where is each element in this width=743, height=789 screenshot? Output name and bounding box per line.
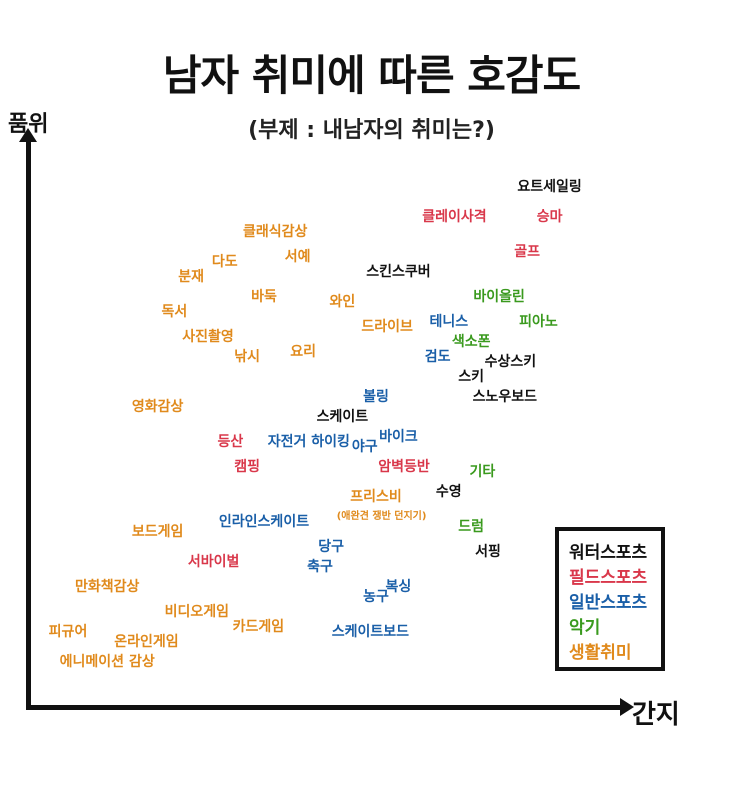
data-point-label: 프리스비 (350, 489, 402, 505)
data-point-label: 수상스키 (484, 354, 537, 370)
data-point-label: 클래식감상 (242, 224, 308, 240)
data-point-label: 색소폰 (451, 334, 491, 350)
data-point-label: 에니메이션 감상 (59, 654, 155, 670)
data-point-label: 분재 (178, 269, 205, 285)
data-point-label: 비디오게임 (164, 604, 229, 620)
data-point-label: 암벽등반 (378, 459, 430, 475)
data-point-label: 요트세일링 (517, 179, 582, 195)
data-point-label: 스케이트 (316, 409, 369, 425)
x-axis-line (26, 705, 624, 710)
data-point-label: (애완견 쟁반 던지기) (336, 511, 427, 522)
chart-subtitle: (부제 : 내남자의 취미는?) (248, 118, 495, 143)
data-point-label: 바이크 (379, 429, 418, 445)
data-point-label: 검도 (424, 349, 451, 365)
data-point-label: 사진촬영 (182, 329, 234, 345)
data-point-label: 만화책감상 (74, 579, 140, 595)
data-point-label: 스케이트보드 (331, 624, 410, 640)
data-point-label: 스키 (458, 369, 485, 385)
data-point-label: 드라이브 (361, 319, 413, 335)
data-point-label: 등산 (217, 434, 244, 450)
data-point-label: 바이올린 (473, 289, 525, 305)
y-axis-line (26, 140, 31, 710)
data-point-label: 독서 (161, 304, 188, 320)
legend-item-water-sports: 워터스포츠 (569, 543, 648, 563)
data-point-label: 바둑 (251, 289, 277, 305)
data-point-label: 서예 (284, 249, 311, 265)
data-point-label: 테니스 (429, 314, 469, 330)
data-point-label: 자전거 하이킹 (267, 434, 350, 450)
legend-item-field-sports: 필드스포츠 (569, 568, 648, 588)
data-point-label: 축구 (307, 559, 333, 575)
data-point-label: 인라인스케이트 (218, 514, 310, 530)
data-point-label: 낚시 (234, 349, 261, 365)
data-point-label: 기타 (469, 464, 496, 480)
chart-title: 남자 취미에 따른 호감도 (162, 51, 581, 100)
data-point-label: 서바이벌 (187, 554, 240, 570)
data-point-label: 수영 (435, 484, 462, 500)
data-point-label: 스노우보드 (472, 389, 537, 405)
data-point-label: 영화감상 (131, 399, 184, 415)
data-point-label: 요리 (290, 344, 317, 360)
legend-item-lifestyle-hobbies: 생활취미 (569, 643, 632, 663)
data-point-label: 야구 (351, 439, 378, 455)
data-point-label: 스킨스쿠버 (366, 264, 431, 280)
data-point-label: 승마 (536, 209, 563, 225)
data-point-label: 카드게임 (232, 619, 285, 635)
data-point-label: 온라인게임 (114, 634, 179, 650)
x-axis-arrow (620, 698, 634, 716)
data-point-label: 드럼 (458, 519, 485, 535)
data-point-label: 피아노 (519, 314, 558, 330)
y-axis-arrow (19, 128, 37, 142)
data-point-label: 서핑 (475, 544, 501, 560)
data-point-label: 피규어 (48, 624, 88, 640)
legend-item-instruments: 악기 (569, 618, 601, 638)
data-point-label: 다도 (211, 254, 238, 270)
data-point-label: 골프 (514, 244, 541, 260)
x-axis-label: 간지 (632, 700, 680, 730)
data-point-label: 캠핑 (234, 459, 261, 475)
data-point-label: 클레이사격 (422, 209, 487, 225)
data-point-label: 볼링 (363, 389, 389, 405)
legend: 워터스포츠 필드스포츠 일반스포츠 악기 생활취미 (555, 527, 665, 671)
data-point-label: 보드게임 (131, 524, 184, 540)
data-point-label: 와인 (329, 294, 356, 310)
data-point-label: 복싱 (385, 579, 412, 595)
legend-item-general-sports: 일반스포츠 (569, 593, 648, 613)
data-point-label: 농구 (363, 589, 389, 605)
data-point-label: 당구 (318, 539, 345, 555)
